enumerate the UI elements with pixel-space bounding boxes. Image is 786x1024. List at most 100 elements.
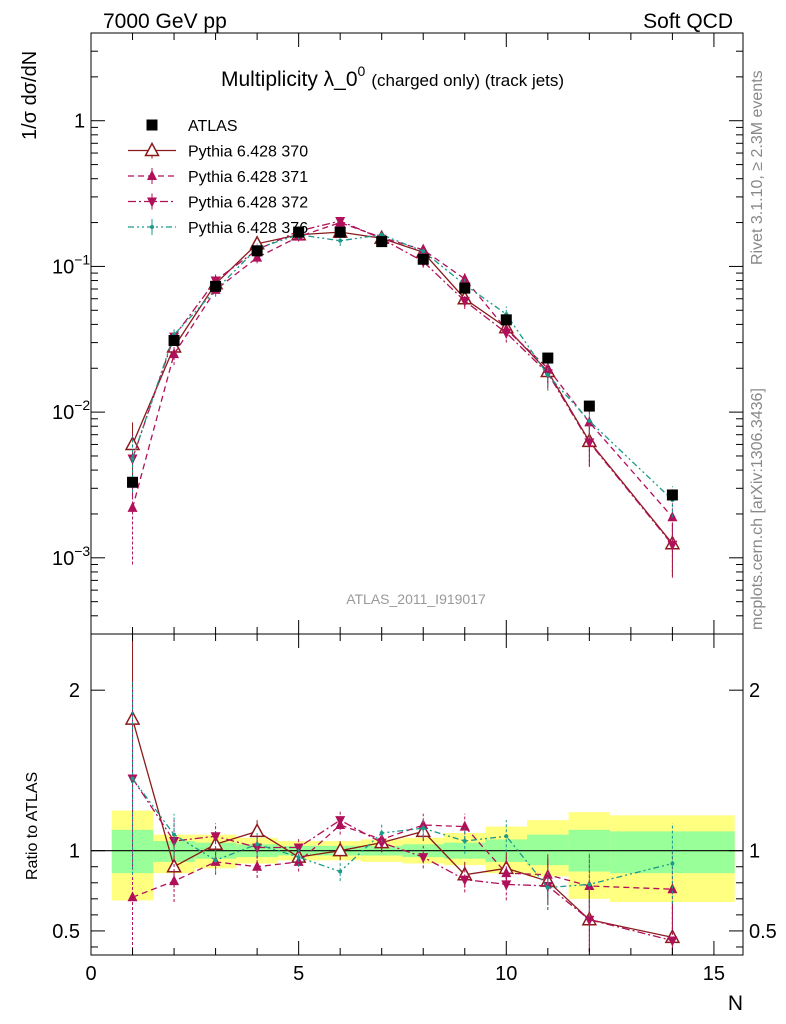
- main-ytick-label: 10−3: [52, 543, 90, 570]
- chart-title-main: Multiplicity λ_0: [221, 68, 358, 91]
- legend-marker: [150, 225, 154, 229]
- main-data-point: [459, 282, 471, 294]
- ratio-data-point: [587, 882, 592, 887]
- ratio-ylabel: Ratio to ATLAS: [24, 772, 41, 880]
- legend: ATLAS Pythia 6.428 370 Pythia 6.428 371 Pyt…: [128, 118, 308, 237]
- main-series-line: [131, 234, 673, 501]
- main-data-point: [169, 348, 180, 359]
- ratio-data-point: [213, 858, 218, 863]
- legend-label: Pythia 6.428 370: [188, 144, 308, 161]
- energy-label: 7000 GeV pp: [103, 10, 227, 33]
- ratio-data-point: [296, 855, 301, 860]
- ratio-ytick-label: 1: [69, 841, 80, 863]
- ratio-data-point: [545, 885, 550, 890]
- ratio-series: [130, 682, 675, 917]
- ratio-data-point: [501, 880, 512, 891]
- main-ytick-label: 1: [74, 111, 85, 133]
- main-data-point: [252, 251, 263, 262]
- ratio-data-point: [335, 816, 346, 827]
- ratio-data-point: [584, 915, 595, 926]
- legend-entry: Pythia 6.428 371: [128, 168, 308, 186]
- ratio-data-point: [172, 832, 177, 837]
- ratio-data-point: [459, 820, 470, 831]
- main-data-point: [501, 328, 512, 339]
- ratio-data-point: [379, 831, 384, 836]
- ratio-data-point: [255, 842, 260, 847]
- ratio-data-point: [293, 843, 304, 854]
- legend-marker: [147, 197, 157, 208]
- main-data-point: [583, 400, 595, 412]
- main-data-point: [127, 501, 138, 512]
- legend-label: Pythia 6.428 372: [188, 195, 308, 212]
- ratio-data-point: [418, 818, 429, 829]
- ratio-ytick-label-right: 2: [749, 680, 760, 702]
- ratio-data-point: [501, 867, 512, 878]
- ratio-data-point: [421, 826, 426, 831]
- ratio-series: [124, 634, 681, 955]
- main-data-point: [417, 253, 429, 265]
- ratio-data-point: [418, 853, 429, 864]
- ratio-data-point: [169, 875, 180, 886]
- chart-title-suffix: (charged only) (track jets): [371, 71, 564, 90]
- ratio-ytick-label: 0.5: [52, 921, 80, 943]
- ratio-data-point: [210, 832, 221, 843]
- ratio-data-point: [130, 776, 135, 781]
- legend-label: ATLAS: [188, 118, 238, 135]
- legend-entry: Pythia 6.428 372: [128, 193, 308, 212]
- main-data-point: [459, 296, 470, 307]
- main-data-point: [210, 280, 222, 292]
- ratio-xtick-label: 10: [495, 963, 517, 985]
- chart-title-sup: 0: [358, 63, 366, 79]
- ratio-ytick-label: 2: [69, 680, 80, 702]
- main-data-point: [251, 245, 263, 257]
- ratio-ytick-label-right: 0.5: [749, 921, 777, 943]
- legend-marker: [147, 170, 157, 180]
- main-data-point: [130, 456, 135, 461]
- main-data-point: [587, 418, 592, 423]
- ratio-data-point: [504, 834, 509, 839]
- main-series-line: [131, 221, 673, 518]
- main-data-point: [338, 238, 343, 243]
- ratio-data-point: [667, 936, 678, 947]
- main-series: [130, 230, 675, 518]
- main-panel: 1 10−1 10−2 10−3: [52, 32, 744, 635]
- ratio-data-point: [670, 861, 675, 866]
- rivet-info: Rivet 3.1.10, ≥ 2.3M events: [749, 70, 766, 265]
- legend-entry: ATLAS: [146, 118, 238, 135]
- ratio-data-point: [252, 860, 263, 871]
- main-data-point: [293, 226, 305, 238]
- ratio-data-point: [376, 838, 387, 849]
- main-data-point: [376, 236, 388, 248]
- main-ytick-label: 10−2: [52, 397, 90, 424]
- main-data-point: [421, 249, 426, 254]
- legend-label: Pythia 6.428 376: [188, 220, 308, 237]
- main-data-point: [379, 232, 384, 237]
- main-series-line: [131, 220, 673, 546]
- main-data-point: [584, 438, 595, 449]
- main-data-point: [545, 372, 550, 377]
- ratio-ytick-label-right: 1: [749, 841, 760, 863]
- main-series: [127, 216, 678, 565]
- legend-label: Pythia 6.428 371: [188, 169, 308, 186]
- ratio-data-point: [169, 837, 180, 848]
- main-data-point: [500, 314, 512, 326]
- main-ytick-label: 10−1: [52, 251, 90, 278]
- ratio-xlabel: N: [728, 992, 743, 1015]
- ratio-data-point: [459, 875, 470, 886]
- main-data-point: [127, 476, 139, 488]
- legend-marker: [144, 141, 160, 157]
- legend-marker: [146, 119, 158, 131]
- ratio-data-point: [332, 842, 348, 857]
- main-data-point: [168, 335, 180, 347]
- chart-title: Multiplicity λ_00 (charged only) (track j…: [221, 63, 564, 91]
- main-data-point: [666, 489, 678, 501]
- analysis-watermark: ATLAS_2011_I919017: [346, 591, 486, 607]
- ratio-xtick-label: 0: [85, 963, 96, 985]
- ratio-panel: 0.5 0.5 1 1 2 2 0 5 10 15: [52, 633, 777, 985]
- main-data-point: [542, 352, 554, 364]
- main-ylabel: 1/σ dσ/dN: [19, 51, 41, 140]
- main-data-point: [335, 216, 346, 227]
- mcplots-info: mcplots.cern.ch [arXiv:1306.3436]: [749, 388, 766, 630]
- legend-entry: Pythia 6.428 370: [128, 141, 308, 161]
